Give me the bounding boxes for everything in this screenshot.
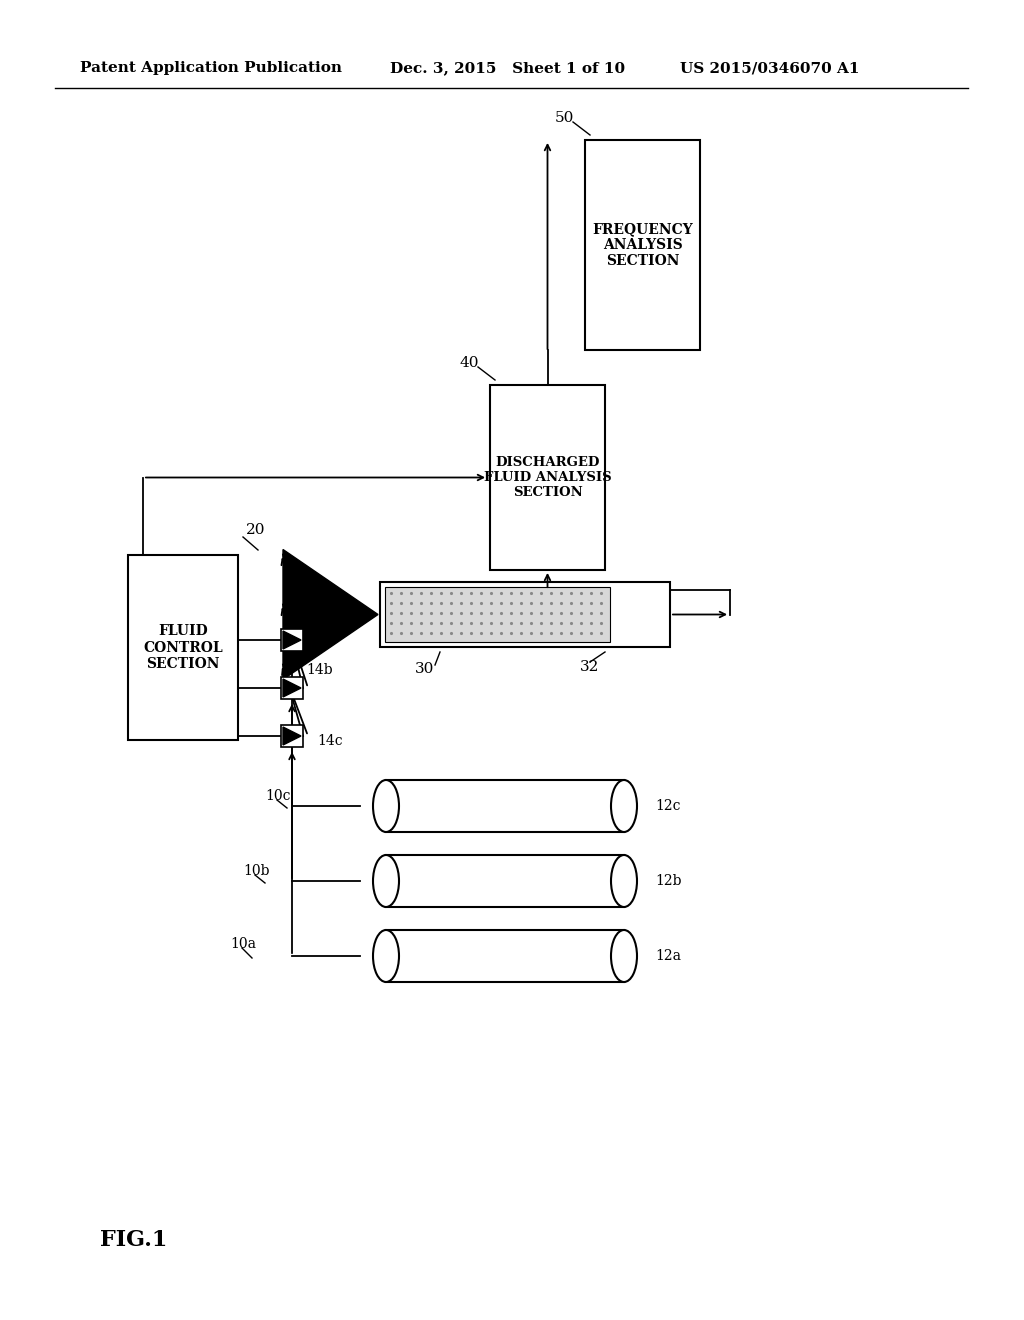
Text: 40: 40	[460, 356, 479, 370]
Bar	[385, 587, 610, 642]
Bar	[490, 385, 605, 570]
Bar	[281, 630, 303, 651]
Polygon shape	[283, 631, 301, 649]
Bar	[386, 855, 624, 907]
Polygon shape	[283, 678, 301, 697]
Text: 14c: 14c	[317, 734, 343, 748]
Bar	[386, 931, 624, 982]
Text: Patent Application Publication: Patent Application Publication	[80, 61, 342, 75]
Ellipse shape	[373, 855, 399, 907]
Text: 50: 50	[555, 111, 574, 125]
Text: 12b: 12b	[655, 874, 682, 888]
Text: 10b: 10b	[243, 865, 269, 878]
Bar	[281, 677, 303, 700]
Ellipse shape	[373, 931, 399, 982]
Bar	[128, 554, 238, 741]
Text: 30: 30	[415, 663, 434, 676]
Bar	[281, 725, 303, 747]
Text: FREQUENCY
ANALYSIS
SECTION: FREQUENCY ANALYSIS SECTION	[592, 222, 693, 268]
Text: 10c: 10c	[265, 789, 291, 803]
Ellipse shape	[611, 855, 637, 907]
Bar	[386, 780, 624, 832]
Text: 14a: 14a	[306, 611, 332, 624]
Text: FIG.1: FIG.1	[100, 1229, 167, 1251]
Text: DISCHARGED
FLUID ANALYSIS
SECTION: DISCHARGED FLUID ANALYSIS SECTION	[483, 455, 611, 499]
Text: FLUID
CONTROL
SECTION: FLUID CONTROL SECTION	[143, 624, 223, 671]
Polygon shape	[283, 727, 301, 744]
Text: 14b: 14b	[306, 663, 333, 677]
Text: 10a: 10a	[230, 937, 256, 950]
Text: 20: 20	[246, 523, 265, 537]
Text: US 2015/0346070 A1: US 2015/0346070 A1	[680, 61, 859, 75]
Bar	[585, 140, 700, 350]
Bar	[380, 582, 670, 647]
Ellipse shape	[373, 780, 399, 832]
Text: 32: 32	[580, 660, 599, 675]
Ellipse shape	[611, 931, 637, 982]
Text: 12a: 12a	[655, 949, 681, 964]
Text: Dec. 3, 2015   Sheet 1 of 10: Dec. 3, 2015 Sheet 1 of 10	[390, 61, 625, 75]
Polygon shape	[283, 549, 378, 680]
Text: 12c: 12c	[655, 799, 681, 813]
Ellipse shape	[611, 780, 637, 832]
